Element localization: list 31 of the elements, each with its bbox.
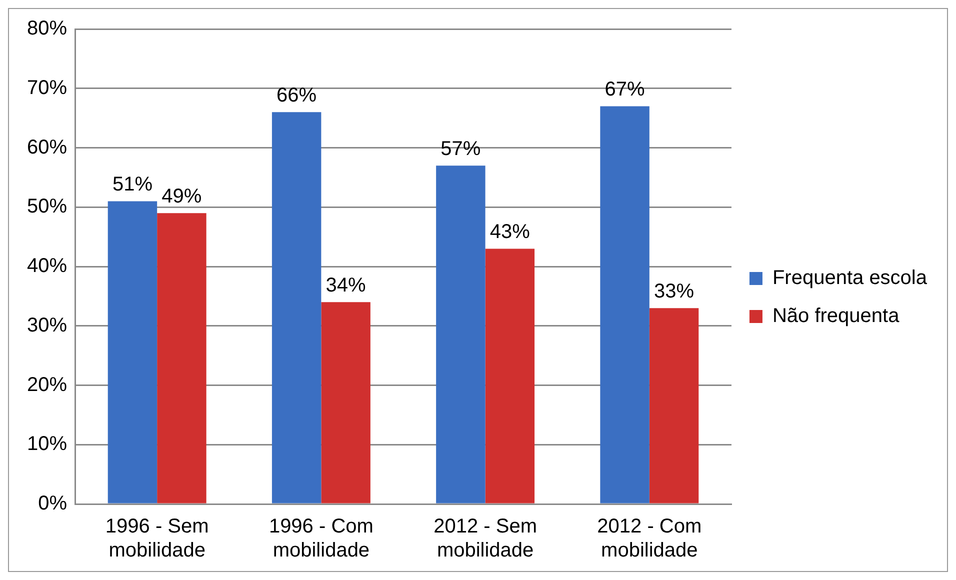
data-label: 43% [490,221,530,244]
y-tick-label: 30% [27,314,68,336]
y-tick-label: 0% [38,492,68,515]
bar [649,308,699,504]
data-label: 66% [276,84,317,107]
bar [272,112,322,504]
bar [436,166,486,504]
legend-label: Não frequenta [772,305,900,328]
data-label: 34% [326,274,366,297]
y-tick-label: 60% [27,136,68,158]
data-label: 33% [654,280,694,303]
data-label: 57% [440,138,481,160]
data-label: 49% [162,186,202,208]
x-tick-label: 2012 - Com mobilidade [597,516,702,562]
y-tick-label: 40% [27,255,68,278]
y-tick-label: 80% [27,18,68,40]
y-tick-label: 70% [27,76,68,99]
x-tick-label: 2012 - Sem mobilidade [434,516,537,562]
legend-label: Frequenta escola [772,267,928,290]
x-tick-label: 1996 - Sem mobilidade [105,516,209,562]
x-tick-label: 1996 - Com mobilidade [268,516,374,562]
y-tick-label: 10% [27,433,68,456]
y-tick-label: 20% [27,374,68,396]
y-tick-label: 50% [27,196,68,218]
bar [157,213,206,504]
data-label: 51% [112,174,153,196]
bar [485,248,535,504]
bar [108,201,158,504]
bar [600,106,650,504]
data-label: 67% [604,78,646,101]
bar [321,302,370,504]
